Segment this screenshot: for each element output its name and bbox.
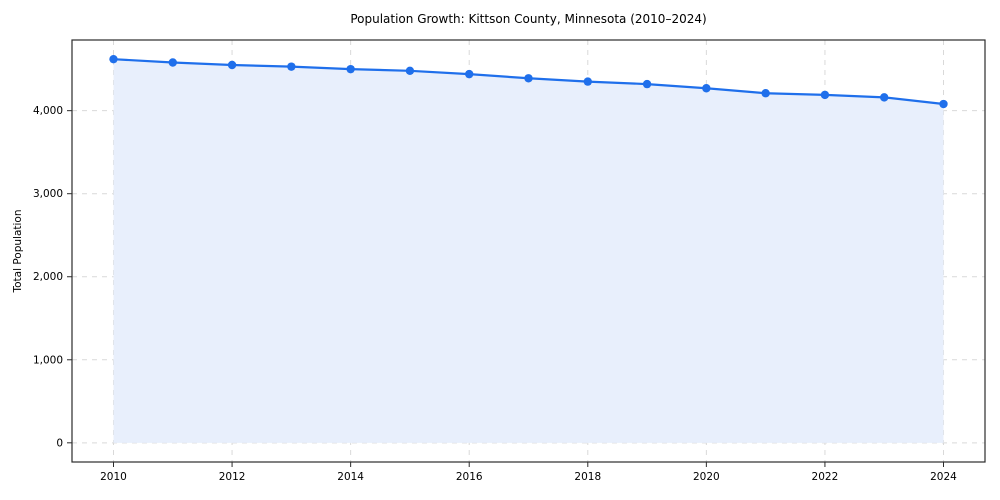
data-point-marker bbox=[642, 79, 652, 89]
data-point-marker bbox=[702, 84, 711, 93]
data-point-marker bbox=[465, 69, 474, 79]
data-point-marker bbox=[583, 77, 592, 86]
x-tick-label: 2022 bbox=[812, 471, 839, 483]
y-tick-label: 1,000 bbox=[33, 354, 63, 366]
data-point-marker bbox=[227, 60, 237, 70]
x-tick-label: 2012 bbox=[219, 471, 246, 483]
x-tick-label: 2018 bbox=[574, 471, 601, 483]
data-point-marker bbox=[346, 64, 355, 74]
data-point-marker bbox=[761, 89, 770, 98]
y-tick-label: 2,000 bbox=[33, 271, 63, 283]
data-point-marker bbox=[524, 74, 533, 83]
axis-frame bbox=[71, 39, 986, 463]
chart-title: Population Growth: Kittson County, Minne… bbox=[350, 12, 707, 26]
data-point-marker bbox=[880, 93, 889, 102]
y-tick-label: 0 bbox=[56, 437, 63, 449]
data-point-marker bbox=[939, 99, 948, 109]
y-tick-label: 4,000 bbox=[33, 105, 63, 117]
x-tick-label: 2024 bbox=[930, 471, 957, 483]
data-point-marker bbox=[287, 62, 296, 71]
area-fill bbox=[113, 59, 944, 443]
data-point-marker bbox=[109, 54, 118, 64]
x-tick-label: 2016 bbox=[456, 471, 483, 483]
data-point-marker bbox=[405, 66, 415, 76]
x-tick-label: 2020 bbox=[693, 471, 720, 483]
data-point-marker bbox=[820, 90, 830, 100]
x-tick-label: 2014 bbox=[337, 471, 364, 483]
y-tick-label: 3,000 bbox=[33, 188, 63, 200]
data-point-marker bbox=[168, 58, 177, 67]
x-tick-label: 2010 bbox=[100, 471, 127, 483]
